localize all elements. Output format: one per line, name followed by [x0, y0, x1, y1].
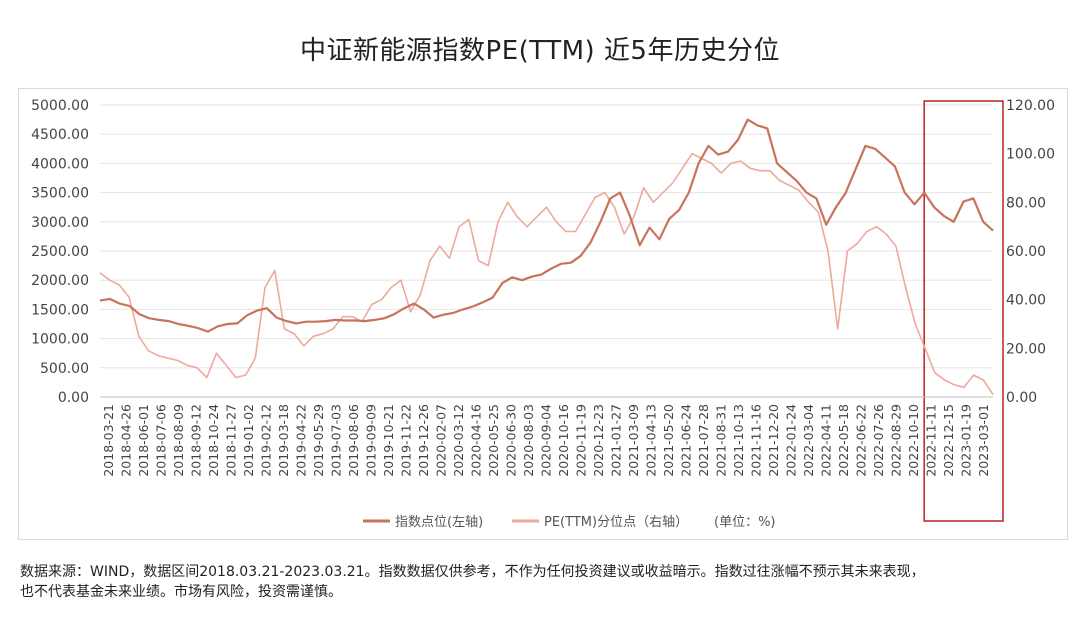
x-tick-label: 2019-04-22 [293, 404, 308, 477]
x-tick-label: 2020-09-04 [539, 404, 554, 477]
x-tick-label: 2018-07-06 [153, 404, 168, 477]
x-tick-label: 2020-05-25 [486, 404, 501, 477]
x-tick-label: 2023-01-19 [959, 404, 974, 477]
x-tick-label: 2021-08-31 [714, 404, 729, 477]
x-tick-label: 2022-08-29 [889, 404, 904, 477]
x-tick-label: 2018-09-12 [188, 404, 203, 477]
x-tick-label: 2019-03-18 [276, 404, 291, 477]
y-left-tick-label: 0.00 [58, 390, 89, 406]
y-left-tick-label: 3000.00 [31, 215, 89, 231]
x-tick-label: 2019-07-03 [328, 404, 343, 477]
x-tick-label: 2020-02-07 [433, 404, 448, 477]
x-tick-label: 2018-10-24 [206, 404, 221, 477]
x-tick-label: 2022-04-11 [819, 404, 834, 477]
x-tick-label: 2022-07-26 [871, 404, 886, 477]
x-tick-label: 2022-10-10 [906, 404, 921, 477]
x-tick-label: 2021-03-09 [626, 404, 641, 477]
y-left-tick-label: 4500.00 [31, 127, 89, 143]
highlight-box-layer [923, 100, 1004, 522]
y-left-tick-label: 500.00 [40, 361, 89, 377]
footnote-line-2: 也不代表基金未来业绩。市场有风险，投资需谨慎。 [20, 584, 342, 600]
x-tick-label: 2020-08-03 [521, 404, 536, 477]
highlight-box [923, 100, 1004, 522]
y-left-tick-label: 1500.00 [31, 302, 89, 318]
x-tick-label: 2019-09-09 [363, 404, 378, 477]
x-tick-label: 2020-12-23 [591, 404, 606, 477]
x-tick-label: 2019-12-26 [416, 404, 431, 477]
x-tick-label: 2022-12-15 [941, 404, 956, 477]
y-right-tick-label: 100.00 [1006, 147, 1055, 163]
x-tick-label: 2021-12-20 [766, 404, 781, 477]
x-tick-label: 2022-06-22 [854, 404, 869, 477]
footnote-line-1: 数据来源：WIND，数据区间2018.03.21-2023.03.21。指数数据… [20, 564, 925, 580]
x-tick-label: 2021-07-28 [696, 404, 711, 477]
x-tick-label: 2022-01-24 [784, 404, 799, 477]
y-axis-right: 0.00 20.00 40.00 60.00 80.00 100.00 120.00 [1006, 98, 1055, 406]
x-tick-label: 2018-06-01 [136, 404, 151, 477]
x-tick-label: 2020-03-12 [451, 404, 466, 477]
y-left-tick-label: 1000.00 [31, 332, 89, 348]
legend-unit-note: (单位：%) [714, 515, 776, 530]
series-line-index [99, 118, 994, 333]
x-tick-label: 2021-10-13 [731, 404, 746, 477]
y-right-tick-label: 60.00 [1006, 244, 1046, 260]
x-tick-label: 2020-10-16 [556, 404, 571, 477]
x-axis: 2018-03-21 2018-04-26 2018-06-01 2018-07-06… [100, 396, 993, 477]
x-tick-label: 2021-04-13 [644, 404, 659, 477]
y-left-tick-label: 5000.00 [31, 98, 89, 114]
x-tick-label: 2020-04-16 [468, 404, 483, 477]
y-right-tick-label: 40.00 [1006, 293, 1046, 309]
x-tick-label: 2019-01-02 [241, 404, 256, 477]
x-tick-label: 2022-03-04 [801, 404, 816, 477]
x-tick-label: 2021-01-27 [609, 404, 624, 477]
y-left-tick-label: 3500.00 [31, 186, 89, 202]
x-tick-label: 2018-08-09 [171, 404, 186, 477]
x-tick-label: 2022-05-18 [836, 404, 851, 477]
x-tick-label: 2023-03-01 [976, 404, 991, 477]
x-tick-label: 2021-06-24 [679, 404, 694, 477]
y-left-tick-label: 4000.00 [31, 156, 89, 172]
x-tick-label: 2021-05-20 [661, 404, 676, 477]
x-tick-label: 2020-06-30 [503, 404, 518, 477]
legend-label-index: 指数点位(左轴) [395, 515, 483, 530]
x-tick-label: 2018-11-27 [223, 404, 238, 477]
chart-frame [18, 88, 1068, 540]
x-tick-label: 2019-10-21 [381, 404, 396, 477]
x-tick-label: 2021-11-16 [749, 404, 764, 477]
y-right-tick-label: 80.00 [1006, 195, 1046, 211]
x-tick-label: 2018-04-26 [118, 404, 133, 477]
y-right-tick-label: 0.00 [1006, 390, 1037, 406]
y-right-tick-label: 120.00 [1006, 98, 1055, 114]
y-left-tick-label: 2000.00 [31, 273, 89, 289]
legend-label-pe: PE(TTM)分位点（右轴） [544, 515, 688, 530]
x-tick-label: 2020-11-19 [574, 404, 589, 477]
series-layer [99, 118, 994, 396]
y-left-tick-label: 2500.00 [31, 244, 89, 260]
y-right-tick-label: 20.00 [1006, 341, 1046, 357]
y-axis-left: 0.00 500.00 1000.00 1500.00 2000.00 2500.00 30… [31, 98, 89, 406]
x-tick-label: 2019-11-22 [398, 404, 413, 477]
x-tick-label: 2022-11-11 [924, 404, 939, 477]
x-tick-label: 2019-02-12 [258, 404, 273, 477]
x-tick-label: 2018-03-21 [101, 404, 116, 477]
x-tick-label: 2019-05-29 [311, 404, 326, 477]
grid-lines [100, 104, 993, 398]
legend: 指数点位(左轴) PE(TTM)分位点（右轴） (单位：%) [363, 515, 776, 530]
series-line-pe [99, 152, 994, 396]
chart-title: 中证新能源指数PE(TTM) 近5年历史分位 [300, 36, 780, 66]
x-tick-label: 2019-08-06 [346, 404, 361, 477]
